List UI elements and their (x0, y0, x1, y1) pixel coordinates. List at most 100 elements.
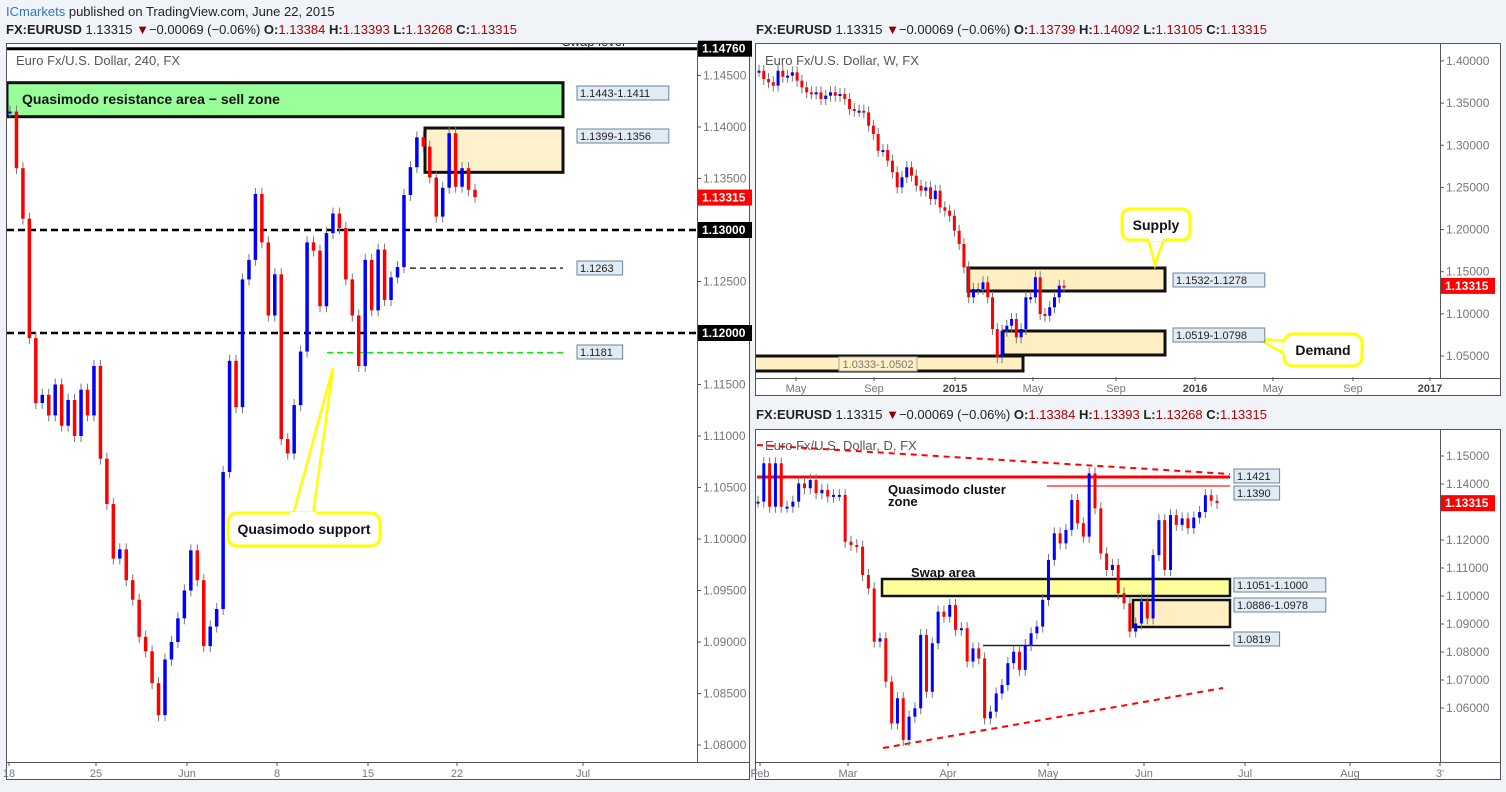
price-marker (698, 222, 752, 238)
candle-body (900, 177, 904, 188)
candle-body (130, 580, 135, 600)
h4-callout-text: Quasimodo support (238, 521, 371, 537)
candle-body (453, 133, 458, 187)
time-label: Apr (939, 768, 956, 780)
down-arrow-icon: ▼ (886, 22, 899, 37)
daily-swap-area-zone[interactable] (880, 577, 1232, 598)
daily-demand-zone[interactable] (1131, 598, 1232, 629)
candle-body (118, 549, 122, 559)
candle-body (852, 109, 856, 112)
quote-bar-daily: FX:EURUSD 1.13315 ▼−0.00069 (−0.06%) O:1… (756, 407, 1267, 422)
candle-body (771, 82, 775, 86)
h4-orange-zone[interactable] (423, 126, 565, 174)
axis-tick-label: 1.35000 (1446, 96, 1490, 110)
price-label: 1.0519-1.0798 (1176, 330, 1247, 342)
candle-body (214, 609, 219, 627)
candle-body (1000, 685, 1004, 694)
time-label: Sep (1106, 383, 1126, 395)
axis-tick-label: 1.08000 (703, 738, 747, 752)
candle-body (986, 282, 990, 298)
axis-tick-label: 1.11000 (1446, 561, 1489, 575)
price-label: 1.0886-1.0978 (1237, 600, 1308, 612)
candle-body (402, 194, 406, 268)
candle-body (473, 189, 477, 198)
candle-body (767, 78, 771, 83)
candle-body (279, 274, 283, 440)
candle-body (137, 599, 141, 637)
candle-body (819, 92, 823, 99)
candle-body (27, 218, 32, 339)
candle-body (849, 541, 853, 546)
candle-body (832, 494, 836, 497)
axis-tick-label: 1.13500 (703, 172, 747, 186)
candle-body (1116, 564, 1120, 594)
daily-lower-trendline[interactable] (882, 687, 1224, 749)
price-marker-text: 1.13315 (1445, 496, 1489, 510)
candle-body (1041, 599, 1045, 627)
candle-body (143, 636, 148, 652)
weekly-time-axis[interactable]: May Sep 2015 May Sep 2016 May Sep 2017 (786, 377, 1443, 395)
candle-body (919, 185, 923, 191)
price-label: 1.1390 (1237, 488, 1271, 500)
close-label: C: (1206, 407, 1220, 422)
candle-body (876, 134, 880, 151)
daily-candles (756, 457, 1219, 746)
h4-time-axis[interactable]: 18 25 Jun 8 15 22 Jul (3, 762, 590, 780)
candle-body (40, 394, 45, 404)
candle-body (1151, 555, 1155, 619)
candle-body (828, 92, 832, 96)
candle-body (1134, 623, 1138, 632)
candle-body (871, 125, 875, 135)
candle-body (240, 279, 245, 408)
close-label: C: (1206, 22, 1220, 37)
axis-tick-label: 1.09000 (703, 635, 747, 649)
candle-body (53, 384, 57, 416)
h4-green-zone[interactable] (7, 81, 565, 119)
candle-body (866, 575, 870, 589)
candle-body (1087, 473, 1091, 537)
candle-body (111, 503, 116, 559)
axis-tick-label: 1.11000 (703, 429, 746, 443)
daily-time-axis[interactable]: Feb Mar Apr May Jun Jul Aug 3' (751, 762, 1445, 780)
price-marker (698, 325, 752, 341)
axis-tick-label: 1.11500 (703, 378, 746, 392)
weekly-demand-zone[interactable] (1001, 329, 1167, 357)
time-label: Jul (576, 768, 590, 780)
candle-body (79, 389, 83, 436)
daily-price-axis[interactable]: 1.15000 1.14000 1.12000 1.11000 1.10000 1.090… (1440, 449, 1495, 715)
candle-body (1047, 559, 1051, 600)
publisher-link[interactable]: ICmarkets (6, 4, 66, 19)
down-arrow-icon: ▼ (136, 22, 149, 37)
price-marker (698, 189, 752, 206)
high-value: 1.13393 (1092, 407, 1140, 422)
axis-tick-label: 1.14500 (703, 69, 747, 83)
candle-body (957, 230, 961, 244)
weekly-price-axis[interactable]: 1.40000 1.35000 1.30000 1.25000 1.20000 1.150… (1440, 54, 1495, 363)
daily-cluster-text-1: Quasimodo cluster (888, 482, 1006, 497)
candle-body (182, 590, 187, 619)
candle-body (189, 550, 193, 591)
candle-body (1014, 318, 1018, 338)
candle-body (936, 611, 940, 644)
weekly-lower-zone-label: 1.0333-1.0502 (843, 359, 914, 371)
candle-body (943, 207, 947, 211)
candle-body (878, 638, 882, 642)
h4-price-axis[interactable]: 1.14500 1.14000 1.13500 1.12500 1.11500 1.110… (697, 40, 752, 752)
candle-body (809, 92, 813, 95)
price-marker-text: 1.13315 (702, 191, 746, 205)
weekly-candles (757, 64, 1066, 364)
high-label: H: (328, 22, 343, 37)
close-label: C: (456, 22, 470, 37)
candle-body (1209, 495, 1213, 501)
price-marker-text: 1.14760 (702, 42, 746, 56)
symbol: FX:EURUSD (756, 407, 832, 422)
candle-body (221, 472, 225, 610)
time-label: 3' (1436, 768, 1444, 780)
axis-tick-label: 1.12000 (1446, 533, 1490, 547)
candle-body (1163, 520, 1167, 570)
candle-body (895, 698, 899, 724)
daily-upper-trendline[interactable] (756, 444, 1231, 475)
weekly-supply-zone[interactable] (966, 266, 1167, 293)
candle-body (8, 111, 12, 114)
candle-body (954, 604, 958, 630)
